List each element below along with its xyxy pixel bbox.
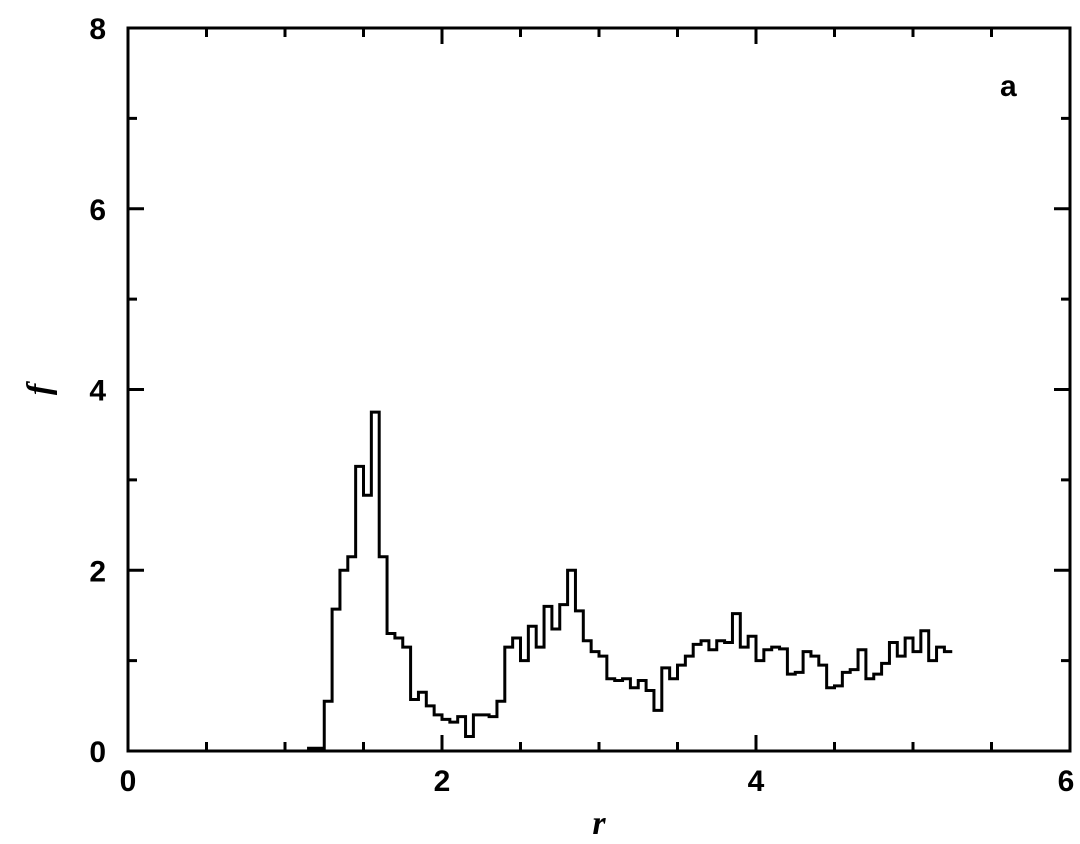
y-tick-label: 4 — [89, 375, 106, 408]
plot-frame — [126, 26, 1072, 753]
x-axis-title: r — [592, 805, 606, 842]
x-tick-label: 4 — [748, 765, 765, 798]
y-tick-label: 6 — [89, 194, 106, 227]
y-tick-label: 8 — [89, 13, 106, 46]
tick-labels: 0 2 4 6 0 2 4 6 8 — [89, 13, 1074, 798]
x-tick-label: 2 — [434, 765, 451, 798]
y-tick-label: 0 — [89, 736, 106, 769]
histogram-step-line — [128, 410, 953, 753]
x-tick-label: 6 — [1058, 765, 1075, 798]
x-tick-label: 0 — [120, 765, 137, 798]
panel-label: a — [1000, 70, 1017, 103]
y-tick-label: 2 — [89, 555, 106, 588]
y-axis-title: f — [21, 380, 58, 395]
